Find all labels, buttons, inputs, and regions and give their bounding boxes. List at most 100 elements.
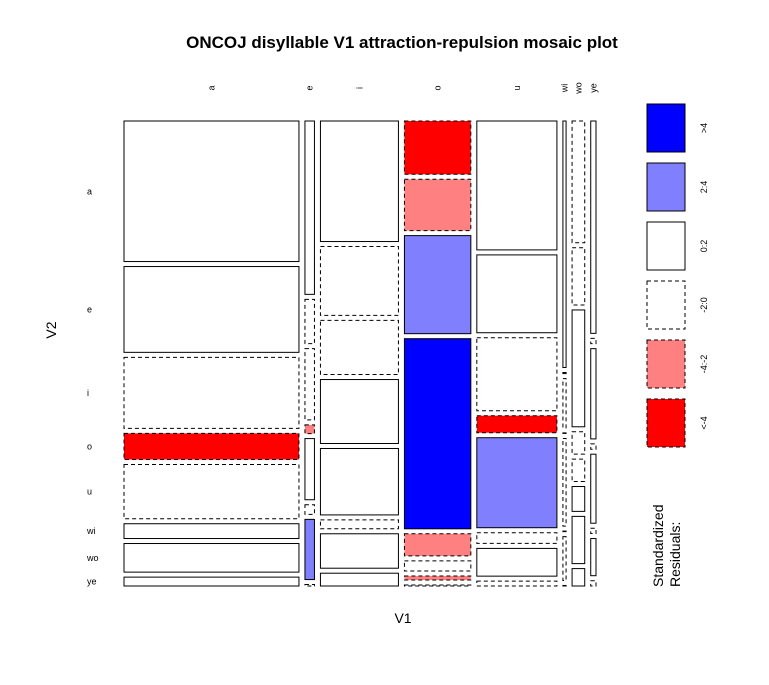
tile-o-u xyxy=(403,533,472,557)
tile-i-ye xyxy=(319,572,399,587)
tile-wo-wo xyxy=(571,515,586,565)
tile-i-i xyxy=(319,319,399,376)
tile-a-wo xyxy=(123,543,300,573)
tile-ye-wi xyxy=(590,527,597,535)
tile-o-o xyxy=(403,338,472,530)
legend-label: -2:0 xyxy=(699,297,709,313)
tile-ye-u xyxy=(590,453,597,524)
legend-swatch xyxy=(646,339,686,389)
y-tick-wo: wo xyxy=(86,553,99,563)
tile-i-e xyxy=(319,246,399,316)
tile-e-o xyxy=(304,424,315,435)
legend: >4 2:4 0:2 -2:0 -4:-2 <-4 Standardized Residual… xyxy=(646,103,709,587)
tile-e-a xyxy=(304,120,315,295)
tile-a-ye xyxy=(123,576,300,587)
tile-wo-a xyxy=(571,120,586,244)
legend-label: >4 xyxy=(699,123,709,133)
y-tick-i: i xyxy=(87,388,89,398)
legend-label: 0:2 xyxy=(699,240,709,253)
mosaic-tiles xyxy=(123,120,597,587)
tile-a-a xyxy=(123,120,300,263)
tile-ye-i xyxy=(590,348,597,440)
y-tick-labels: a e i o u wi wo ye xyxy=(86,186,99,586)
tile-o-ye xyxy=(403,584,472,587)
legend-swatch xyxy=(646,162,686,212)
tile-wi-i xyxy=(562,378,567,429)
legend-swatch xyxy=(646,398,686,448)
tile-u-i xyxy=(476,337,558,412)
tile-u-wo xyxy=(476,547,558,577)
tile-ye-wo xyxy=(590,538,597,577)
x-tick-a: a xyxy=(207,85,217,90)
legend-title: Residuals: xyxy=(667,522,683,587)
tile-i-wi xyxy=(319,519,399,530)
tile-wi-wi xyxy=(562,530,567,533)
tile-wo-i xyxy=(571,309,586,428)
tile-a-e xyxy=(123,266,300,353)
tile-ye-e xyxy=(590,337,597,345)
tile-wi-u xyxy=(562,437,567,527)
tile-wi-e xyxy=(562,372,567,375)
y-axis-label: V2 xyxy=(43,321,59,338)
tile-e-u xyxy=(304,438,315,501)
tile-wi-a xyxy=(562,120,567,368)
y-tick-e: e xyxy=(87,304,92,314)
x-axis-label: V1 xyxy=(394,610,411,626)
tile-ye-o xyxy=(590,443,597,450)
tile-wi-ye xyxy=(562,584,567,587)
y-tick-wi: wi xyxy=(86,526,96,536)
tile-e-wo xyxy=(304,518,315,581)
tile-e-ye xyxy=(304,584,315,587)
tile-ye-a xyxy=(590,120,597,334)
legend-label: -4:-2 xyxy=(699,355,709,374)
tile-a-i xyxy=(123,356,300,429)
tile-o-wi xyxy=(403,560,472,572)
tile-wo-o xyxy=(571,431,586,455)
x-tick-o: o xyxy=(433,85,443,90)
y-tick-u: u xyxy=(87,487,92,497)
tile-e-e xyxy=(304,298,315,345)
tile-wo-wi xyxy=(571,486,586,512)
tile-u-u xyxy=(476,437,558,529)
x-tick-ye: ye xyxy=(588,83,598,93)
tile-wo-ye xyxy=(571,568,586,587)
tile-u-a xyxy=(476,120,558,251)
x-tick-i: i xyxy=(354,87,364,89)
tile-i-u xyxy=(319,447,399,516)
tile-u-o xyxy=(476,415,558,434)
tile-wi-o xyxy=(562,432,567,434)
tile-wo-e xyxy=(571,247,586,306)
tile-o-e xyxy=(403,178,472,232)
x-tick-labels: a e i o u wi wo ye xyxy=(207,82,599,95)
legend-title: Standardized xyxy=(650,504,666,587)
x-tick-wo: wo xyxy=(573,82,583,95)
x-tick-wi: wi xyxy=(560,84,570,94)
tile-a-o xyxy=(123,432,300,460)
tile-e-i xyxy=(304,348,315,421)
x-tick-u: u xyxy=(512,85,522,90)
legend-label: <-4 xyxy=(699,416,709,429)
tile-ye-ye xyxy=(590,580,597,587)
tile-wo-u xyxy=(571,458,586,483)
y-tick-a: a xyxy=(87,186,92,196)
legend-swatch xyxy=(646,221,686,271)
tile-u-ye xyxy=(476,580,558,587)
legend-swatch xyxy=(646,280,686,330)
y-tick-o: o xyxy=(87,441,92,451)
tile-u-e xyxy=(476,254,558,334)
tile-i-a xyxy=(319,120,399,243)
tile-o-a xyxy=(403,120,472,175)
chart-title: ONCOJ disyllable V1 attraction-repulsion… xyxy=(186,33,618,52)
tile-a-u xyxy=(123,463,300,520)
y-tick-ye: ye xyxy=(87,577,97,587)
tile-e-wi xyxy=(304,504,315,515)
tile-wi-wo xyxy=(562,536,567,581)
tile-u-wi xyxy=(476,532,558,544)
tile-i-o xyxy=(319,379,399,445)
tile-i-wo xyxy=(319,533,399,569)
x-tick-e: e xyxy=(305,85,315,90)
tile-a-wi xyxy=(123,523,300,540)
legend-label: 2:4 xyxy=(699,181,709,194)
tile-o-i xyxy=(403,235,472,335)
